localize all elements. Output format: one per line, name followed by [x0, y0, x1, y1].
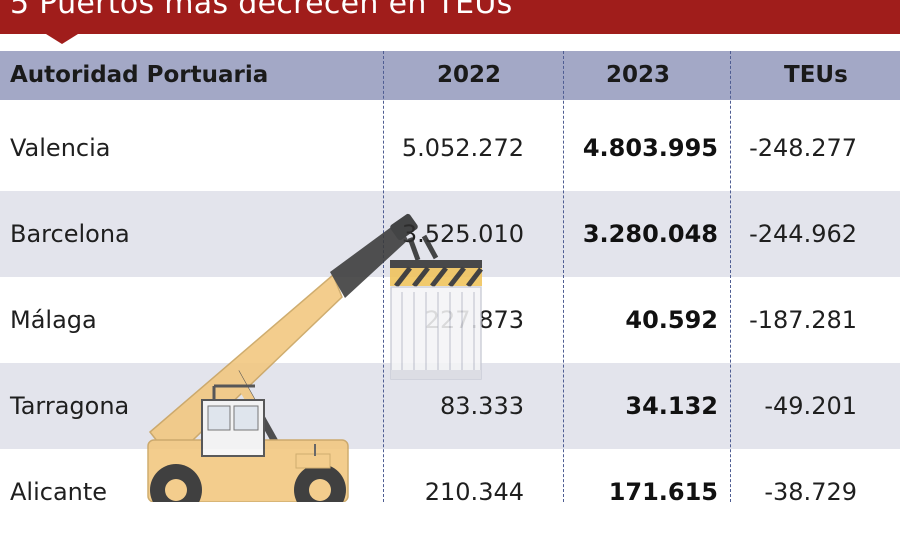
- table-row: Málaga 227.873 40.592 -187.281: [0, 277, 900, 363]
- banner-notch: [46, 34, 78, 44]
- table-row: Alicante 210.344 171.615 -38.729: [0, 449, 900, 535]
- table-row: Tarragona 83.333 34.132 -49.201: [0, 363, 900, 449]
- cell-port: Alicante: [10, 478, 108, 506]
- cell-teus: -49.201: [764, 392, 857, 420]
- cell-2023: 3.280.048: [582, 220, 718, 248]
- cell-2022: 227.873: [424, 306, 524, 334]
- column-divider: [563, 51, 564, 502]
- cell-teus: -244.962: [749, 220, 857, 248]
- column-divider: [383, 51, 384, 502]
- cell-port: Valencia: [10, 134, 111, 162]
- title-banner: 5 Puertos más decrecen en TEUs: [0, 0, 900, 34]
- cell-port: Barcelona: [10, 220, 130, 248]
- cell-port: Tarragona: [10, 392, 130, 420]
- table-row: Barcelona 3.525.010 3.280.048 -244.962: [0, 191, 900, 277]
- table-header: Autoridad Portuaria 2022 2023 TEUs: [0, 51, 900, 100]
- cell-2022: 210.344: [424, 478, 524, 506]
- cell-2022: 5.052.272: [401, 134, 524, 162]
- cell-2023: 34.132: [625, 392, 718, 420]
- cell-2023: 4.803.995: [582, 134, 718, 162]
- cell-2023: 40.592: [625, 306, 718, 334]
- cell-teus: -187.281: [749, 306, 857, 334]
- header-autoridad: Autoridad Portuaria: [10, 62, 269, 88]
- banner-title: 5 Puertos más decrecen en TEUs: [10, 0, 513, 21]
- cell-teus: -38.729: [764, 478, 857, 506]
- table-row: Valencia 5.052.272 4.803.995 -248.277: [0, 105, 900, 191]
- cell-teus: -248.277: [749, 134, 857, 162]
- header-2023: 2023: [606, 62, 671, 88]
- cell-2022: 83.333: [440, 392, 524, 420]
- cell-2022: 3.525.010: [401, 220, 524, 248]
- cell-port: Málaga: [10, 306, 97, 334]
- cell-2023: 171.615: [608, 478, 718, 506]
- header-teus: TEUs: [784, 62, 848, 88]
- header-2022: 2022: [437, 62, 502, 88]
- column-divider: [730, 51, 731, 502]
